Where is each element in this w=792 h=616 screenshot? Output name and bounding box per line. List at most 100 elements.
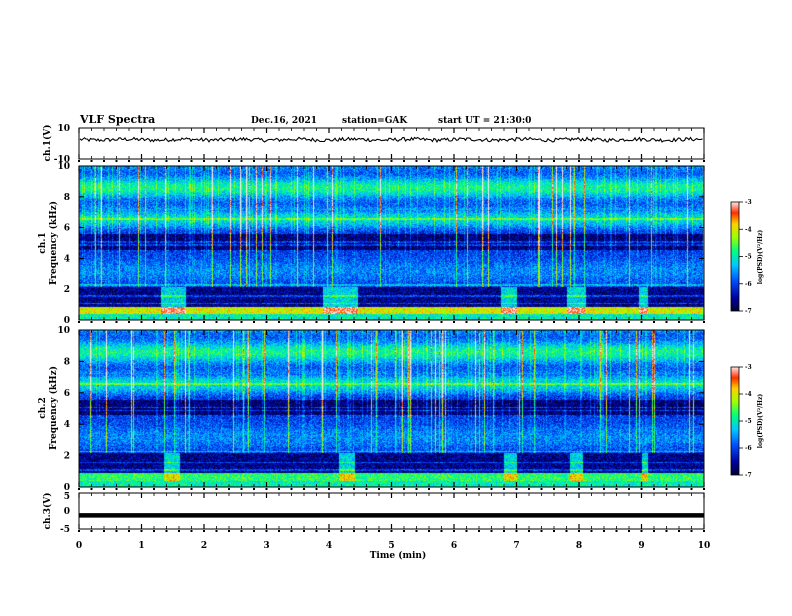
gap-marker <box>328 321 330 323</box>
gap-marker <box>490 160 493 162</box>
gap-marker <box>640 321 643 323</box>
gap-marker <box>228 488 230 490</box>
x-tick-label: 4 <box>326 541 332 551</box>
freq-tick-label: 2 <box>64 452 70 462</box>
gap-marker <box>340 160 343 162</box>
gap-marker <box>428 488 430 490</box>
gap-marker <box>540 160 543 162</box>
gap-marker <box>278 321 280 323</box>
gap-marker <box>265 530 268 532</box>
gap-marker <box>140 160 143 162</box>
gap-marker <box>590 488 593 490</box>
gap-marker <box>628 530 630 532</box>
ch1-spec-ylabel: Frequency (kHz) <box>48 201 59 285</box>
gap-marker <box>528 488 530 490</box>
panel-ch2-spectrogram: 0 2 4 6 8 10 ch.2 Frequency (kHz) <box>38 326 705 493</box>
gap-marker <box>665 321 668 323</box>
colorbar-tick-label: -6 <box>745 281 752 288</box>
ch1-ylabel: ch.1(V) <box>42 125 53 162</box>
gap-marker <box>440 321 443 323</box>
x-tick-label: 9 <box>638 541 644 551</box>
gap-marker <box>528 321 530 323</box>
gap-marker <box>190 160 193 162</box>
ch3-ytick-bottom: -5 <box>60 525 70 535</box>
gap-marker <box>353 321 355 323</box>
gap-marker <box>678 160 680 162</box>
gap-marker <box>515 488 518 490</box>
gap-marker <box>78 160 80 162</box>
ch1-spectrogram-yticks: 0 2 4 6 8 10 <box>57 162 704 326</box>
colorbar-tick-label: -5 <box>745 418 752 425</box>
gap-marker <box>228 160 230 162</box>
gap-marker <box>165 488 168 490</box>
gap-marker <box>103 488 105 490</box>
freq-tick-label: 4 <box>64 254 70 264</box>
freq-tick-label: 2 <box>64 285 70 295</box>
colorbar-ch2: -3 -4 -5 -6 -7 log(PSD)(V²/Hz) <box>730 364 764 479</box>
gap-marker <box>565 530 568 532</box>
gap-marker <box>203 160 205 162</box>
gap-marker <box>603 530 605 532</box>
gap-marker <box>703 321 705 323</box>
ch3-ytick-top: 5 <box>64 492 70 502</box>
freq-tick-label: 6 <box>64 389 70 399</box>
gap-marker <box>278 488 280 490</box>
gap-marker <box>165 160 168 162</box>
gap-marker <box>403 530 405 532</box>
ch1-waveform-line <box>79 136 703 143</box>
gap-marker <box>353 160 355 162</box>
gap-marker <box>153 530 155 532</box>
gap-marker <box>315 488 318 490</box>
gap-marker <box>228 321 230 323</box>
gap-marker <box>478 530 480 532</box>
x-tick-label: 10 <box>698 541 711 551</box>
gap-marker <box>603 321 605 323</box>
gap-marker <box>665 488 668 490</box>
gap-marker <box>228 530 230 532</box>
gap-marker <box>128 488 130 490</box>
gap-marker <box>578 160 580 162</box>
gap-marker <box>628 321 630 323</box>
gap-marker <box>315 321 318 323</box>
gap-marker <box>203 321 205 323</box>
station-label: station=GAK <box>342 116 408 126</box>
gap-marker <box>378 321 380 323</box>
ch1-ytick-top: 10 <box>57 124 70 134</box>
gap-marker <box>140 530 143 532</box>
gap-marker <box>653 160 655 162</box>
gap-marker <box>415 321 418 323</box>
gap-marker <box>428 321 430 323</box>
gap-marker <box>178 160 180 162</box>
ch1-spectrogram-canvas <box>79 166 704 320</box>
gap-marker <box>128 321 130 323</box>
gap-marker <box>703 530 705 532</box>
gap-marker <box>90 160 93 162</box>
gap-marker <box>540 321 543 323</box>
gap-marker <box>553 321 555 323</box>
gap-marker <box>540 530 543 532</box>
gap-marker <box>390 530 393 532</box>
gap-marker <box>115 160 118 162</box>
colorbar-ch1-label: log(PSD)(V²/Hz) <box>757 230 764 285</box>
gap-marker <box>553 530 555 532</box>
freq-tick-label: 8 <box>64 193 70 203</box>
gap-marker <box>528 160 530 162</box>
gap-marker <box>653 488 655 490</box>
gap-marker <box>690 321 693 323</box>
gap-marker <box>615 160 618 162</box>
gap-marker <box>128 160 130 162</box>
x-tick-label: 1 <box>138 541 144 551</box>
gap-marker <box>353 488 355 490</box>
gap-marker <box>653 321 655 323</box>
gap-marker <box>365 160 368 162</box>
gap-marker <box>553 488 555 490</box>
gap-marker <box>265 160 268 162</box>
gap-marker <box>340 488 343 490</box>
gap-marker <box>703 488 705 490</box>
gap-marker <box>403 488 405 490</box>
gap-marker <box>278 160 280 162</box>
gap-marker <box>253 530 255 532</box>
gap-marker <box>503 488 505 490</box>
gap-marker <box>353 530 355 532</box>
